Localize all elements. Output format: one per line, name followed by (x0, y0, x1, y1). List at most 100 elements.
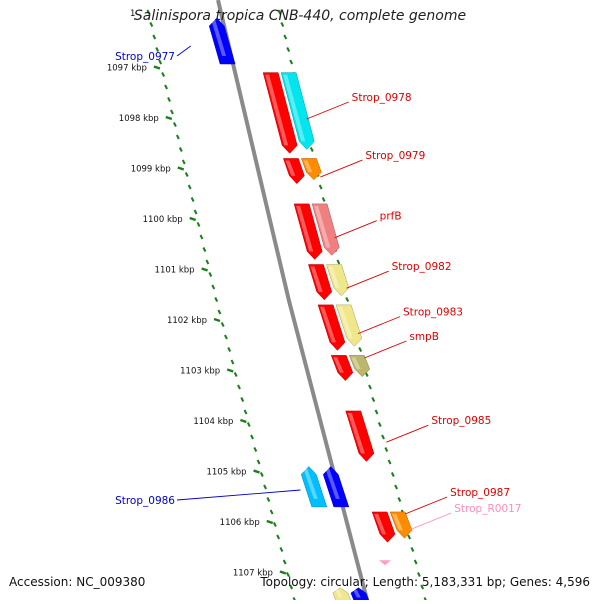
tick-dot-right (374, 409, 379, 415)
tick-dot-right (394, 484, 398, 490)
gene-arrow-body (308, 264, 333, 301)
gene-Strop_0977 (208, 17, 236, 65)
gene-arrow-body (301, 158, 322, 181)
tick-dot-left (155, 47, 160, 52)
gene-arrow-body (262, 72, 298, 154)
gene-Strop_0985 (345, 410, 375, 462)
tick-dot-left (178, 147, 183, 152)
kbp-tick-mark (189, 216, 197, 222)
tick-dot-left (167, 97, 171, 102)
gene-label-leader (334, 220, 377, 239)
tick-dot-left (266, 497, 271, 502)
tick-dot-left (152, 34, 157, 40)
tick-dot-right (384, 447, 389, 452)
tick-dot-left (253, 447, 258, 452)
gene-arrow-body (300, 466, 328, 508)
tick-dot-left (161, 72, 166, 77)
tick-dot-left (276, 534, 281, 540)
tick-dot-left (230, 359, 235, 365)
tick-dot-left (279, 547, 284, 552)
gene-ortholog-smpB (348, 355, 371, 378)
kbp-label: 1099 kbp (131, 165, 171, 175)
tick-dot-right (277, 9, 282, 15)
gene-arrow-highlight (338, 306, 353, 339)
tick-dot-left (289, 584, 294, 590)
kbp-label: 1102 kbp (167, 316, 207, 326)
gene-ortholog-prfB (311, 203, 340, 256)
kbp-label: 1097 kbp (107, 64, 147, 74)
kbp-label: 1106 kbp (220, 518, 260, 528)
gene-ortholog-Strop_0983 (335, 304, 363, 347)
gene-label-Strop_0977: Strop_0977 (115, 51, 175, 63)
tick-dot-right (286, 47, 291, 52)
tick-dot-left (214, 297, 219, 302)
gene-label-leader (176, 45, 192, 57)
gene-arrow-highlight (303, 468, 318, 499)
gene-arrow-highlight (333, 357, 344, 373)
tick-dot-right (410, 547, 415, 552)
tick-dot-left (184, 172, 189, 177)
gene-label-leader (404, 496, 448, 515)
gene-ortholog-Strop_0987 (389, 511, 413, 539)
tick-dot-left (202, 247, 207, 252)
tick-dot-left (263, 484, 267, 490)
gene-label-Strop_0985: Strop_0985 (431, 415, 491, 427)
gene-ortholog-Strop_0979 (301, 158, 322, 181)
tick-dot-left (193, 209, 198, 215)
tick-dot-left (240, 397, 245, 402)
tick-dot-right (345, 297, 350, 302)
gene-label-Strop_0979: Strop_0979 (365, 150, 425, 162)
gene-label-prfB: prfB (380, 211, 402, 223)
tick-dot-left (237, 384, 241, 390)
gene-arrow-highlight (352, 589, 361, 598)
gene-label-Strop_0986: Strop_0986 (115, 495, 175, 507)
tick-dot-right (318, 184, 323, 190)
gene-label-leader (386, 424, 429, 443)
gene-arrow-highlight (283, 74, 306, 142)
gene-arrow-body (317, 304, 346, 351)
tick-dot-left (146, 9, 151, 15)
gene-arrow-body (389, 511, 413, 539)
tick-dot-right (358, 347, 363, 352)
gene-arrow-highlight (334, 589, 343, 598)
tick-dot-left (196, 222, 201, 227)
kbp-tick-mark (239, 418, 247, 424)
gene-arrow-body (330, 355, 354, 382)
gene-labels: Strop_0977 Strop_0978 Strop_0979 prfB Strop_… (115, 45, 521, 531)
tick-dot-right (407, 534, 412, 540)
tick-dot-left (164, 84, 168, 90)
gene-arrow-body (293, 203, 323, 260)
gene-arrow-highlight (325, 468, 340, 499)
gene-Strop_R0017 (379, 560, 392, 566)
tick-dot-right (417, 572, 421, 577)
gene-label-leader (306, 101, 349, 120)
gene-label-Strop_0978: Strop_0978 (352, 92, 412, 104)
kbp-label: 1104 kbp (193, 417, 233, 427)
tick-dot-left (170, 109, 174, 115)
tick-dot-right (377, 422, 382, 427)
tick-dot-right (336, 259, 341, 265)
kbp-label: 1103 kbp (180, 367, 220, 377)
tick-dot-left (205, 259, 210, 265)
kbp-label: 1098 kbp (119, 114, 159, 124)
gene-arrow-highlight (310, 266, 323, 292)
tick-dot-left (233, 372, 238, 377)
kbp-tick-mark (279, 570, 287, 575)
tick-dot-left (199, 234, 204, 240)
tick-dot-left (181, 159, 186, 165)
gene-Strop_0983 (317, 304, 346, 351)
gene-ortholog-Strop_0982 (326, 264, 350, 297)
gene-arrow-body (322, 466, 350, 508)
tick-dot-right (321, 197, 326, 202)
gene-Strop_0979 (283, 158, 305, 185)
tick-dot-right (387, 459, 392, 465)
gene-prfB (293, 203, 323, 260)
kbp-tick-mark (253, 469, 260, 474)
tick-dot-left (282, 559, 287, 565)
gene-features (208, 17, 413, 604)
tick-dot-right (280, 22, 285, 27)
genome-summary-text: Topology: circular; Length: 5,183,331 bp… (260, 575, 590, 589)
gene-label-leader (409, 512, 452, 531)
gene-ortholog-Strop_0978 (280, 72, 315, 150)
